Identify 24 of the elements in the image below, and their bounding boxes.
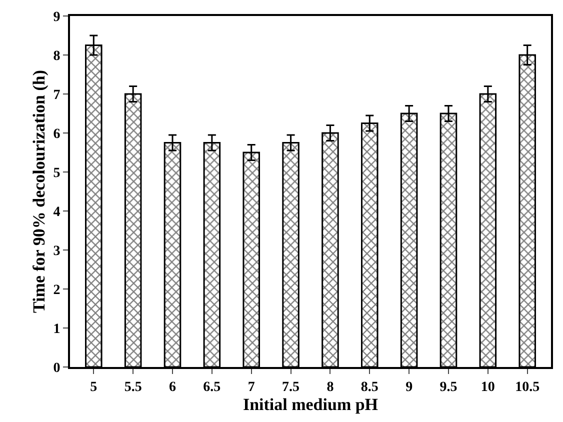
x-tick-label: 5 [90, 380, 98, 395]
x-tick-label: 9.5 [440, 380, 458, 395]
x-tick-label: 10.5 [515, 380, 540, 395]
x-tick-label: 6.5 [203, 380, 221, 395]
x-axis-title: Initial medium pH [242, 394, 378, 414]
x-tick-label: 8 [326, 380, 334, 395]
y-tick-label: 4 [53, 204, 60, 220]
x-tick-label: 9 [406, 380, 413, 395]
y-tick-label: 7 [53, 88, 60, 103]
y-tick-label: 2 [53, 282, 60, 298]
y-tick-label: 3 [53, 244, 60, 259]
x-tick-label: 7.5 [282, 380, 300, 395]
y-axis-title: Time for 90% decolourization (h) [29, 70, 48, 314]
x-tick-label: 6 [169, 380, 176, 395]
y-tick-label: 1 [53, 322, 60, 337]
x-tick-label: 8.5 [360, 380, 378, 395]
y-tick-label: 9 [53, 10, 60, 25]
y-tick-label: 0 [53, 360, 60, 376]
x-tick-label: 7 [248, 380, 255, 395]
x-tick-label: 10 [480, 380, 495, 395]
x-tick-label: 5.5 [124, 380, 142, 395]
y-tick-label: 8 [53, 48, 60, 64]
y-tick-label: 5 [53, 166, 60, 181]
y-tick-label: 6 [53, 126, 60, 142]
